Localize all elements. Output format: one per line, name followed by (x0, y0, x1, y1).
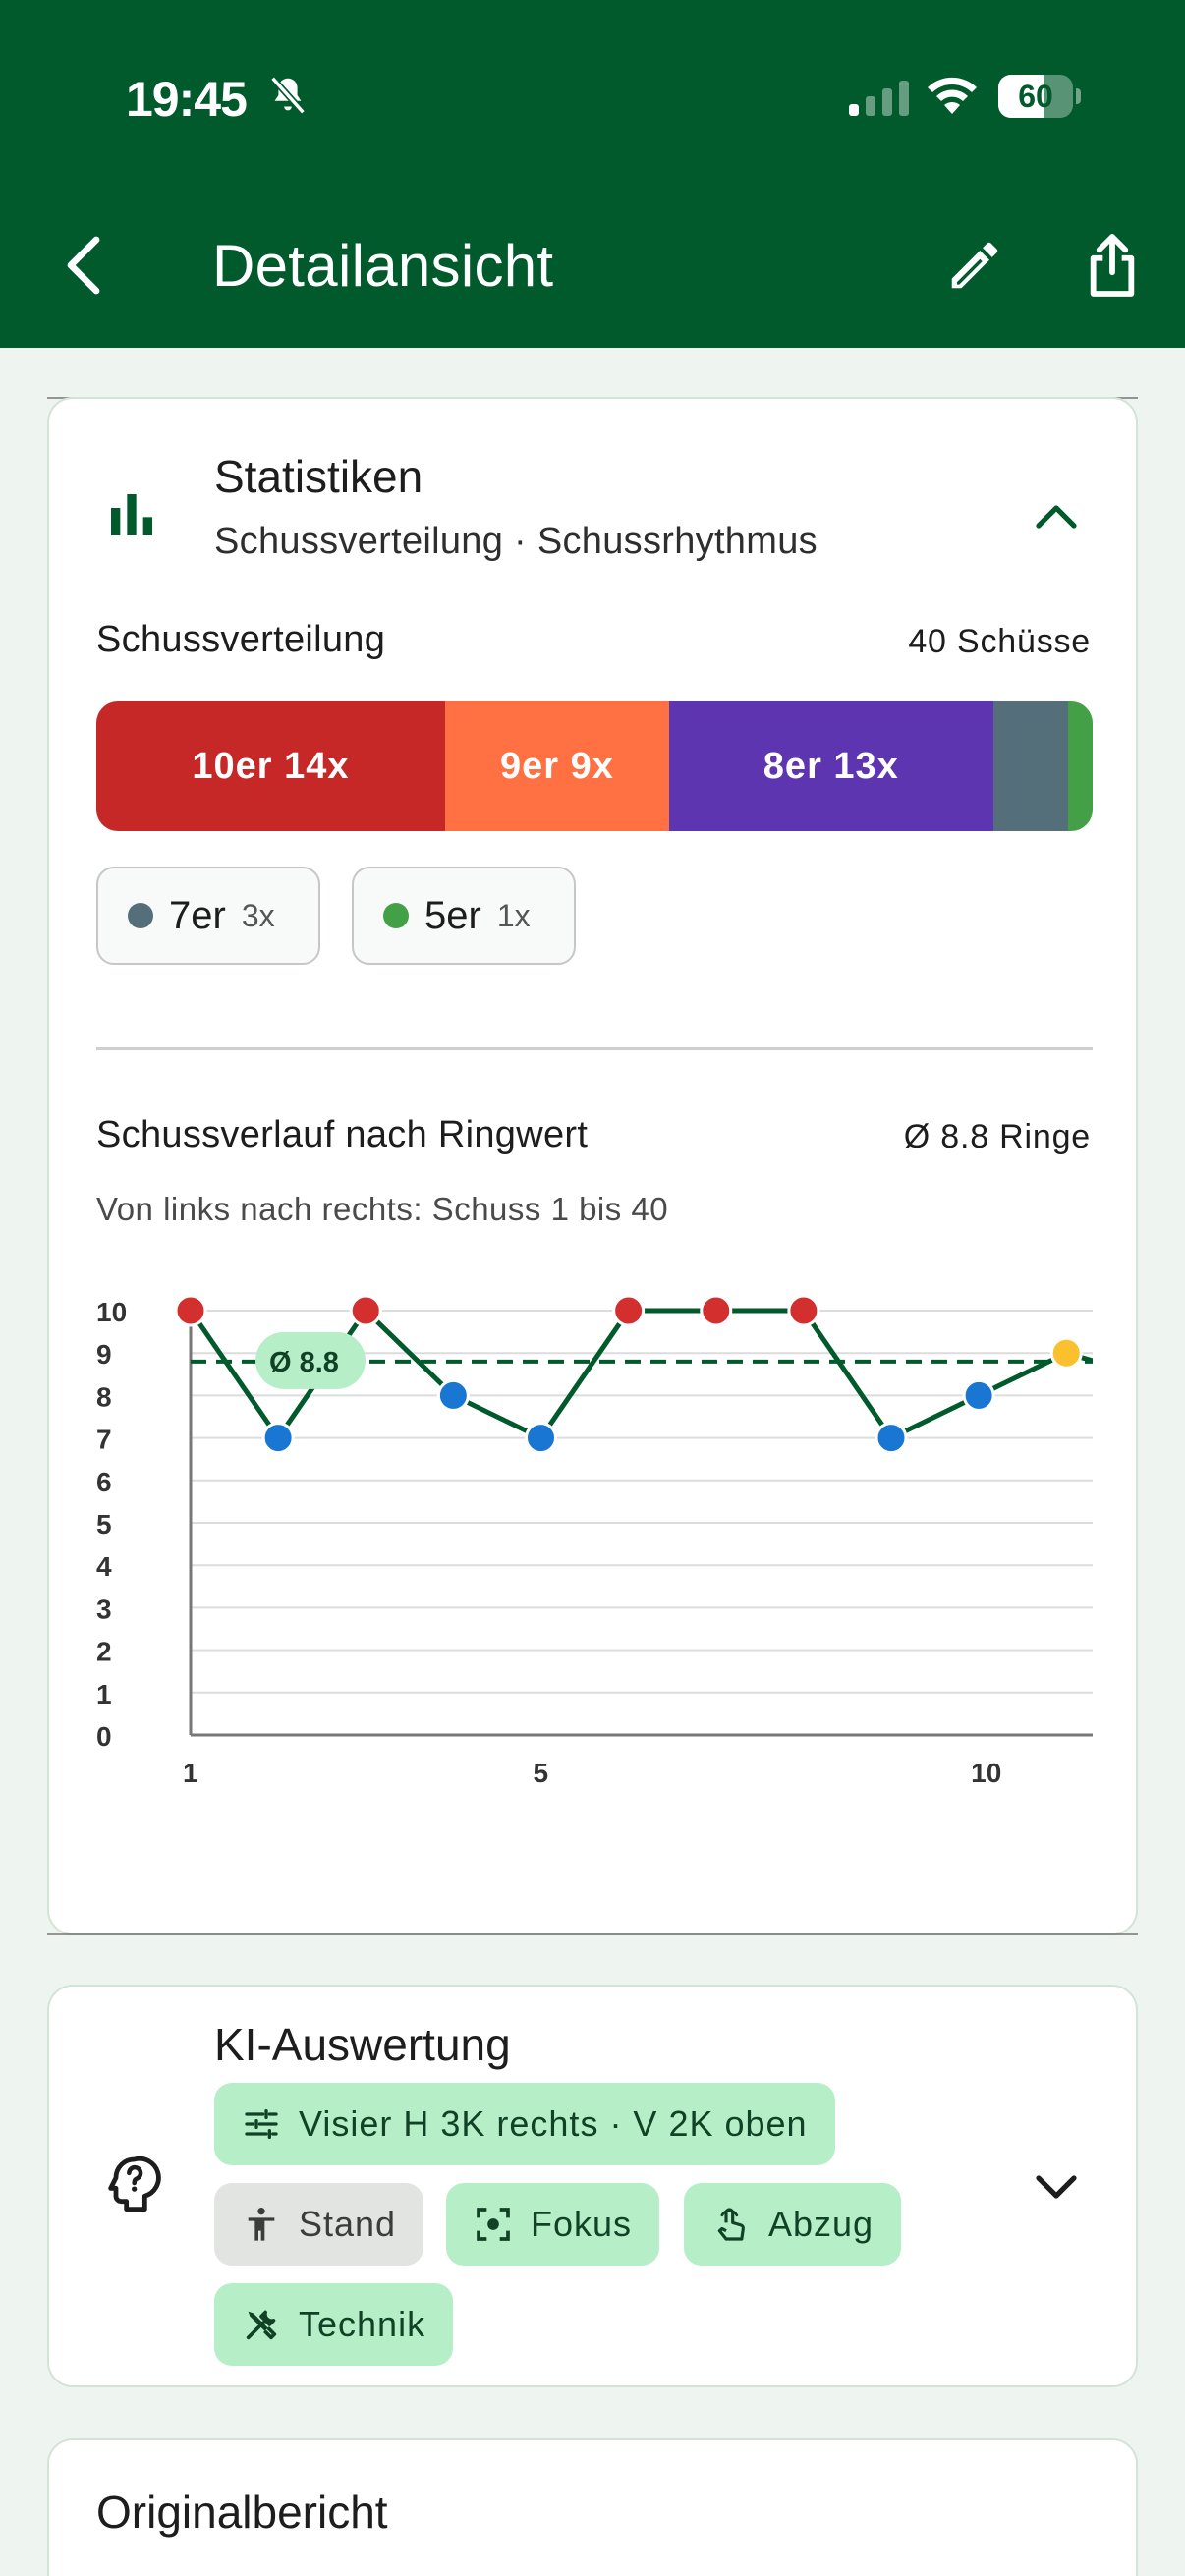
series-line (188, 1308, 1093, 1441)
focus-icon (477, 2208, 510, 2241)
chevron-left-icon (67, 236, 100, 295)
average-badge (255, 1331, 366, 1389)
chip-5er[interactable]: 5er 1x (352, 867, 576, 965)
data-point (436, 1378, 470, 1412)
tag-stand[interactable]: Stand (214, 2183, 424, 2266)
pencil-icon (951, 242, 998, 289)
chip-label: 7er (169, 893, 226, 937)
data-point (349, 1294, 382, 1327)
average-rings: Ø 8.8 Ringe (903, 1118, 1091, 1155)
data-point (612, 1294, 646, 1327)
average-badge-label: Ø 8.8 (269, 1347, 339, 1378)
bell-muted-icon (270, 76, 306, 115)
color-dot (128, 903, 153, 928)
share-button[interactable] (1071, 224, 1154, 307)
tag-abzug[interactable]: Abzug (684, 2183, 902, 2266)
data-point (700, 1294, 733, 1327)
x-tick-label: 5 (534, 1758, 549, 1788)
person-icon (248, 2208, 275, 2241)
y-tick-label: 3 (96, 1594, 112, 1624)
y-tick-label: 2 (96, 1637, 112, 1667)
status-time: 19:45 (126, 72, 248, 127)
section-divider (96, 1047, 1093, 1050)
tag-label: Technik (299, 2304, 426, 2344)
y-tick-label: 6 (96, 1467, 112, 1497)
y-tick-label: 9 (96, 1339, 112, 1370)
stats-subtitle: Schussverteilung · Schussrhythmus (214, 521, 818, 562)
tag-visier[interactable]: Visier H 3K rechts · V 2K oben (214, 2083, 835, 2165)
y-tick-label: 1 (96, 1679, 112, 1709)
distribution-segment: 10er 14x (96, 701, 445, 831)
ki-card[interactable]: KI-Auswertung Visier H 3K rechts · V 2K … (47, 1985, 1138, 2387)
chip-count: 3x (241, 897, 275, 933)
distribution-bar: 10er 14x 9er 9x 8er 13x (96, 701, 1093, 831)
progression-hint: Von links nach rechts: Schuss 1 bis 40 (96, 1191, 669, 1227)
head-question-icon (108, 2156, 161, 2212)
app-bar: 19:45 60 Detailansicht (0, 0, 1185, 348)
original-report-card[interactable]: Originalbericht (47, 2438, 1138, 2576)
shot-progression-chart: 0 1 2 3 4 5 6 7 8 9 10 1 5 10 Ø 8.8 (96, 1294, 1093, 1788)
battery-level: 60 (1018, 79, 1053, 114)
tag-label: Visier H 3K rechts · V 2K oben (299, 2103, 808, 2144)
data-point (1049, 1336, 1083, 1370)
distribution-label: Schussverteilung (96, 619, 386, 660)
data-point (174, 1294, 207, 1327)
tag-technik[interactable]: Technik (214, 2283, 454, 2366)
distribution-segment (992, 701, 1068, 831)
cellular-signal-icon (849, 81, 909, 116)
back-button[interactable] (51, 224, 114, 307)
ki-title: KI-Auswertung (214, 2019, 511, 2070)
progression-label: Schussverlauf nach Ringwert (96, 1114, 589, 1155)
y-tick-label: 0 (96, 1721, 112, 1752)
y-tick-label: 8 (96, 1381, 112, 1412)
tag-label: Stand (299, 2204, 397, 2244)
y-tick-label: 5 (96, 1509, 112, 1540)
shot-count: 40 Schüsse (908, 623, 1091, 660)
y-tick-label: 4 (96, 1551, 112, 1582)
chip-7er[interactable]: 7er 3x (96, 867, 320, 965)
share-icon (1090, 234, 1135, 297)
x-tick-label: 10 (971, 1758, 1001, 1788)
chip-label: 5er (424, 893, 481, 937)
data-point (787, 1294, 820, 1327)
original-report-title: Originalbericht (96, 2487, 388, 2538)
distribution-segment: 9er 9x (444, 701, 670, 831)
tag-label: Abzug (768, 2204, 875, 2244)
y-tick-label: 10 (96, 1297, 127, 1327)
battery-indicator: 60 (998, 75, 1081, 118)
stats-title: Statistiken (214, 451, 423, 502)
data-point (261, 1422, 295, 1455)
x-tick-label: 1 (183, 1758, 198, 1788)
sliders-icon (245, 2109, 278, 2139)
tag-label: Fokus (531, 2204, 633, 2244)
page-title: Detailansicht (212, 233, 554, 299)
tag-fokus[interactable]: Fokus (446, 2183, 660, 2266)
tools-icon (246, 2310, 277, 2340)
chevron-down-icon (1036, 2175, 1077, 2199)
wifi-icon (928, 77, 977, 114)
distribution-segment (1067, 701, 1093, 831)
chip-count: 1x (496, 897, 531, 933)
data-point (962, 1378, 995, 1412)
y-tick-label: 7 (96, 1425, 112, 1455)
chevron-up-icon (1036, 505, 1077, 529)
bar-chart-icon (111, 494, 152, 535)
color-dot (383, 903, 409, 928)
expand-button[interactable] (1022, 2152, 1091, 2220)
scroll-divider (47, 1933, 1138, 1935)
data-point (875, 1422, 908, 1455)
statistics-card: Statistiken Schussverteilung · Schussrhy… (47, 397, 1138, 1935)
data-point (525, 1422, 558, 1455)
collapse-button[interactable] (1022, 481, 1091, 550)
finger-tap-icon (717, 2208, 745, 2241)
distribution-segment: 8er 13x (669, 701, 993, 831)
edit-button[interactable] (933, 224, 1016, 307)
